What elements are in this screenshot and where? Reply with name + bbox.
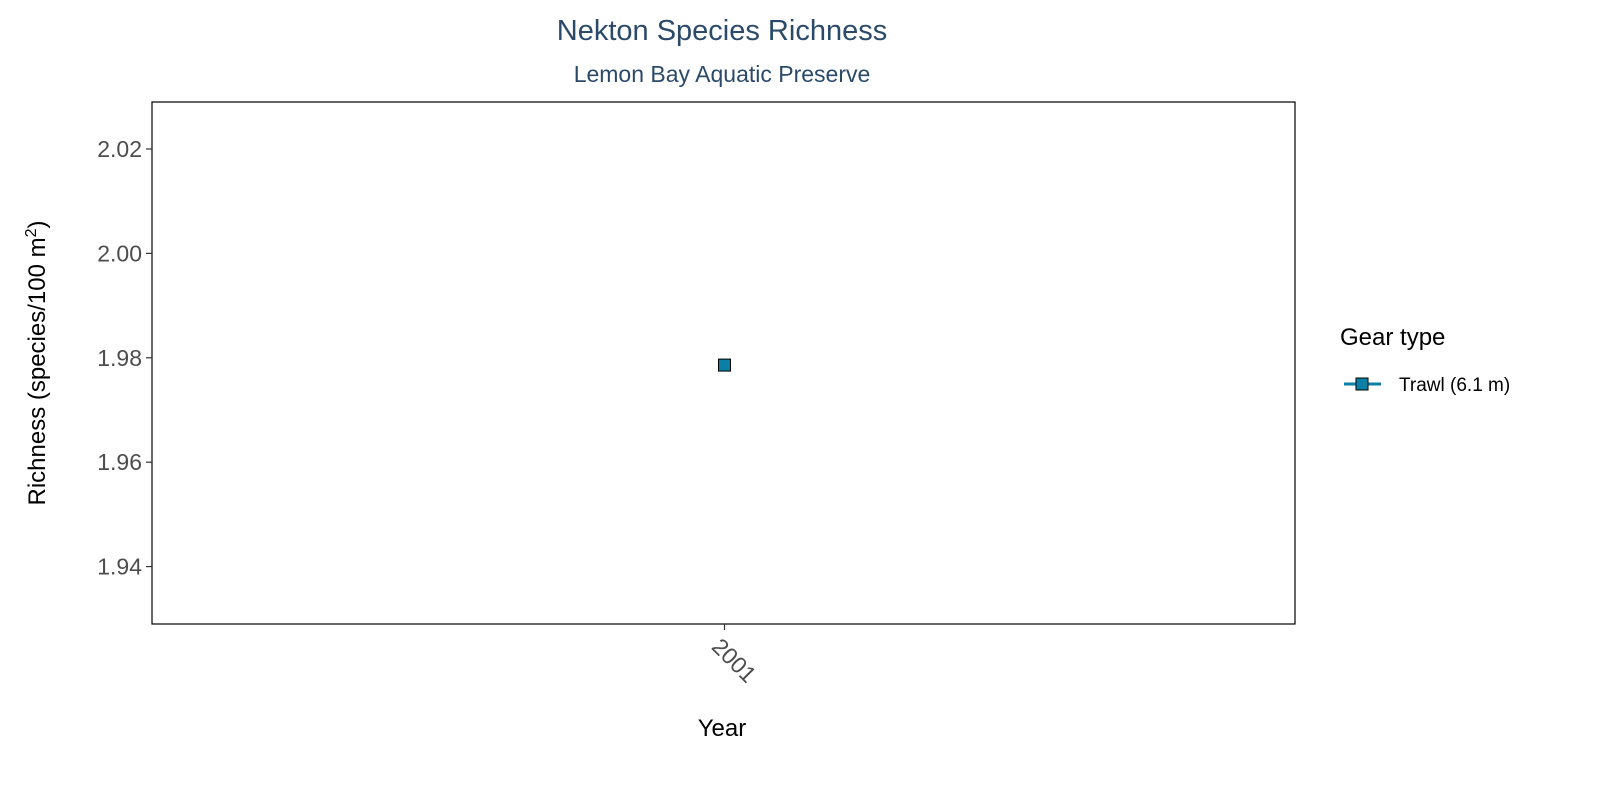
x-tick-label: 2001 [707, 633, 762, 688]
x-axis: 2001 [707, 624, 762, 688]
legend-title: Gear type [1340, 324, 1445, 351]
y-axis-label-suffix: ) [24, 220, 51, 228]
y-tick-label: 1.98 [97, 345, 142, 371]
chart-title: Nekton Species Richness [557, 15, 887, 47]
legend: Trawl (6.1 m) [1344, 375, 1510, 396]
legend-key-marker [1355, 377, 1369, 391]
legend-label: Trawl (6.1 m) [1399, 375, 1510, 396]
chart-subtitle: Lemon Bay Aquatic Preserve [574, 61, 871, 87]
y-axis-label-main: Richness (species/100 m [24, 237, 51, 505]
y-tick-label: 1.96 [97, 449, 142, 475]
y-axis-label-superscript: 2 [23, 228, 40, 237]
x-axis-label: Year [698, 715, 747, 742]
y-tick-label: 2.00 [97, 240, 142, 266]
y-axis-label: Richness (species/100 m2) [23, 220, 51, 505]
data-point [718, 358, 731, 372]
y-axis: 1.94 1.96 1.98 2.00 2.02 [97, 136, 152, 580]
data-points [718, 358, 731, 372]
y-tick-label: 1.94 [97, 554, 142, 580]
y-tick-label: 2.02 [97, 136, 142, 162]
